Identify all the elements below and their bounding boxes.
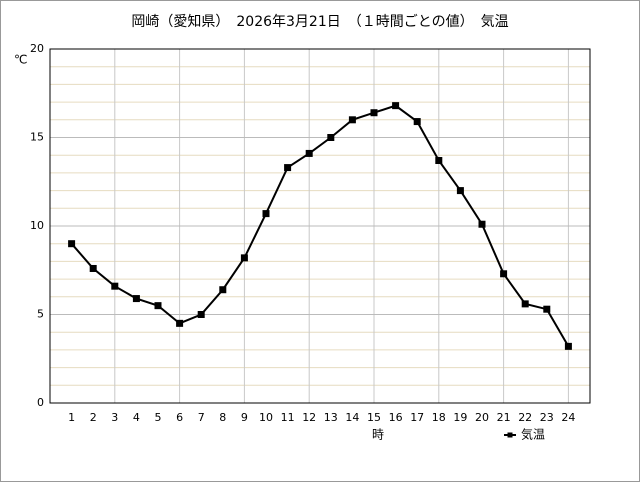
data-point [392, 102, 400, 110]
data-point [219, 286, 227, 294]
data-point [348, 116, 356, 124]
data-point [262, 210, 270, 218]
x-tick-label: 9 [241, 411, 248, 424]
plot-area [49, 48, 591, 404]
x-tick-label: 18 [432, 411, 446, 424]
data-point [176, 319, 184, 327]
x-tick-label: 15 [367, 411, 381, 424]
x-tick-label: 8 [219, 411, 226, 424]
data-point [284, 164, 292, 172]
data-point [543, 305, 551, 313]
x-tick-label: 2 [90, 411, 97, 424]
data-point [478, 220, 486, 228]
x-tick-label: 14 [345, 411, 359, 424]
x-tick-label: 22 [518, 411, 532, 424]
data-point [240, 254, 248, 262]
series-line [70, 104, 570, 347]
data-point [154, 302, 162, 310]
x-tick-label: 16 [389, 411, 403, 424]
data-point [197, 311, 205, 318]
x-axis-label: 時 [372, 428, 384, 442]
x-tick-label: 21 [497, 411, 511, 424]
data-point [132, 295, 140, 303]
data-point [111, 282, 119, 290]
y-tick-label: 5 [37, 308, 44, 321]
x-tick-label: 19 [453, 411, 467, 424]
data-point [456, 187, 464, 195]
data-point [305, 149, 313, 157]
data-point [435, 157, 443, 165]
data-point [327, 134, 335, 141]
x-tick-label: 1 [68, 411, 75, 424]
data-point [521, 300, 529, 308]
x-tick-label: 20 [475, 411, 489, 424]
x-tick-label: 5 [155, 411, 162, 424]
data-point [564, 342, 572, 350]
x-tick-label: 17 [410, 411, 424, 424]
x-tick-label: 23 [540, 411, 554, 424]
data-point [413, 118, 421, 126]
data-point [500, 270, 508, 278]
legend-marker [507, 432, 513, 438]
x-tick-label: 6 [176, 411, 183, 424]
x-tick-label: 12 [302, 411, 316, 424]
legend-label: 気温 [521, 427, 545, 442]
data-point [68, 240, 76, 248]
x-tick-label: 13 [324, 411, 338, 424]
data-point [89, 264, 97, 272]
x-tick-label: 11 [281, 411, 295, 424]
x-tick-label: 24 [561, 411, 575, 424]
y-tick-label: 15 [30, 131, 44, 144]
y-tick-label: 10 [30, 219, 44, 232]
y-tick-label: 0 [37, 396, 44, 409]
x-tick-label: 7 [198, 411, 205, 424]
y-axis-label: ℃ [14, 53, 27, 67]
data-point [370, 109, 378, 117]
x-tick-label: 4 [133, 411, 140, 424]
y-tick-label: 20 [30, 42, 44, 55]
chart-title: 岡崎（愛知県） 2026年3月21日 （１時間ごとの値） 気温 [131, 13, 508, 30]
x-tick-label: 3 [111, 411, 118, 424]
x-tick-label: 10 [259, 411, 273, 424]
